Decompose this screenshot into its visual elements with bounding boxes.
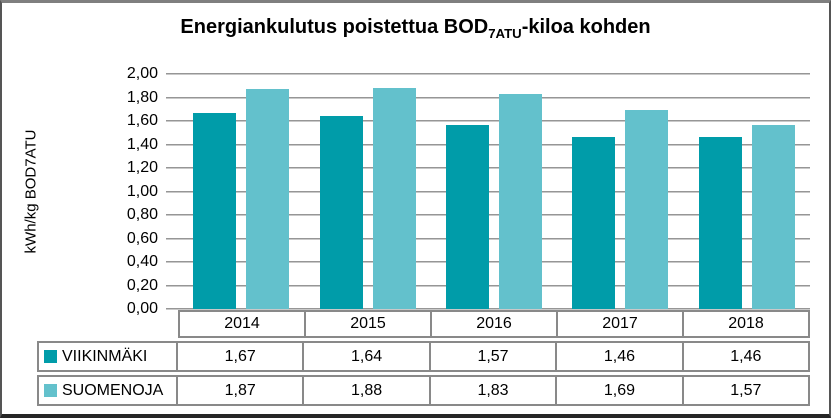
bar-suomenoja-2015 (372, 88, 416, 309)
gridline (166, 120, 810, 122)
value-cell: 1,64 (302, 343, 428, 370)
value-cell: 1,83 (428, 377, 555, 404)
bar-viikinmki-2015 (319, 116, 363, 309)
legend-cell: SUOMENOJA (39, 377, 178, 404)
y-tick-label: 0,20 (126, 276, 158, 294)
category-cell-2018: 2018 (682, 312, 808, 336)
y-tick-label: 1,00 (126, 182, 158, 200)
y-tick-label: 1,40 (126, 135, 158, 153)
value-cell: 1,67 (224, 347, 256, 365)
bar-viikinmki-2014 (193, 112, 237, 309)
y-tick-label: 0,40 (126, 253, 158, 270)
series-name-label: VIIKINMÄKI (62, 347, 148, 365)
bar-viikinmki-2017 (572, 137, 616, 309)
value-cell: 1,88 (302, 377, 428, 404)
y-axis-tick-labels: 0,00 0,20 0,40 0,60 0,80 1,00 1,20 1,40 1,60 1,80… (2, 65, 158, 317)
value-cell: 1,46 (555, 343, 681, 370)
bar-suomenoja-2016 (499, 93, 542, 309)
y-tick-label: 1,80 (126, 88, 158, 106)
value-cell: 1,46 (681, 343, 808, 370)
y-tick-label: 0,60 (126, 229, 158, 247)
series-name-label: SUOMENOJA (62, 381, 164, 399)
plot-area (166, 73, 810, 310)
y-tick-label: 0,00 (126, 300, 158, 317)
chart-title: Energiankulutus poistettua BOD7ATU-kiloa… (2, 16, 829, 41)
gridline (166, 308, 810, 310)
value-cell: 1,69 (555, 377, 681, 404)
category-cell-2014: 2014 (224, 315, 260, 332)
value-cell: 1,57 (681, 377, 808, 404)
legend-key-icon (44, 384, 57, 397)
y-tick-label: 1,20 (126, 159, 158, 176)
legend-key-icon (44, 350, 57, 363)
gridline (166, 73, 810, 75)
y-tick-label: 1,60 (126, 112, 158, 129)
category-cell-2016: 2016 (430, 312, 556, 336)
chart-title-suffix: -kiloa kohden (521, 16, 651, 38)
bar-viikinmki-2016 (446, 124, 489, 309)
gridline (166, 96, 810, 99)
category-cell-2017: 2017 (556, 312, 682, 336)
value-cell: 1,57 (428, 343, 555, 370)
bar-suomenoja-2014 (246, 89, 290, 309)
y-tick-label: 0,80 (126, 206, 158, 223)
legend-cell: VIIKINMÄKI (39, 343, 178, 370)
category-cell-2015: 2015 (304, 312, 430, 336)
table-row-suomenoja: SUOMENOJA 1,87 1,88 1,83 1,69 1,57 (37, 375, 810, 406)
value-cell: 1,87 (224, 381, 256, 399)
chart-title-prefix: Energiankulutus poistettua BOD (180, 16, 489, 38)
bar-viikinmki-2018 (698, 137, 742, 309)
x-axis-category-row: 2014 2015 2016 2017 2018 (178, 310, 810, 338)
table-row-viikinmki: VIIKINMÄKI 1,67 1,64 1,57 1,46 1,46 (37, 341, 810, 372)
bar-suomenoja-2017 (625, 110, 669, 309)
y-tick-label: 2,00 (126, 65, 158, 82)
bar-suomenoja-2018 (751, 124, 795, 309)
chart-title-subscript: 7ATU (488, 26, 522, 41)
